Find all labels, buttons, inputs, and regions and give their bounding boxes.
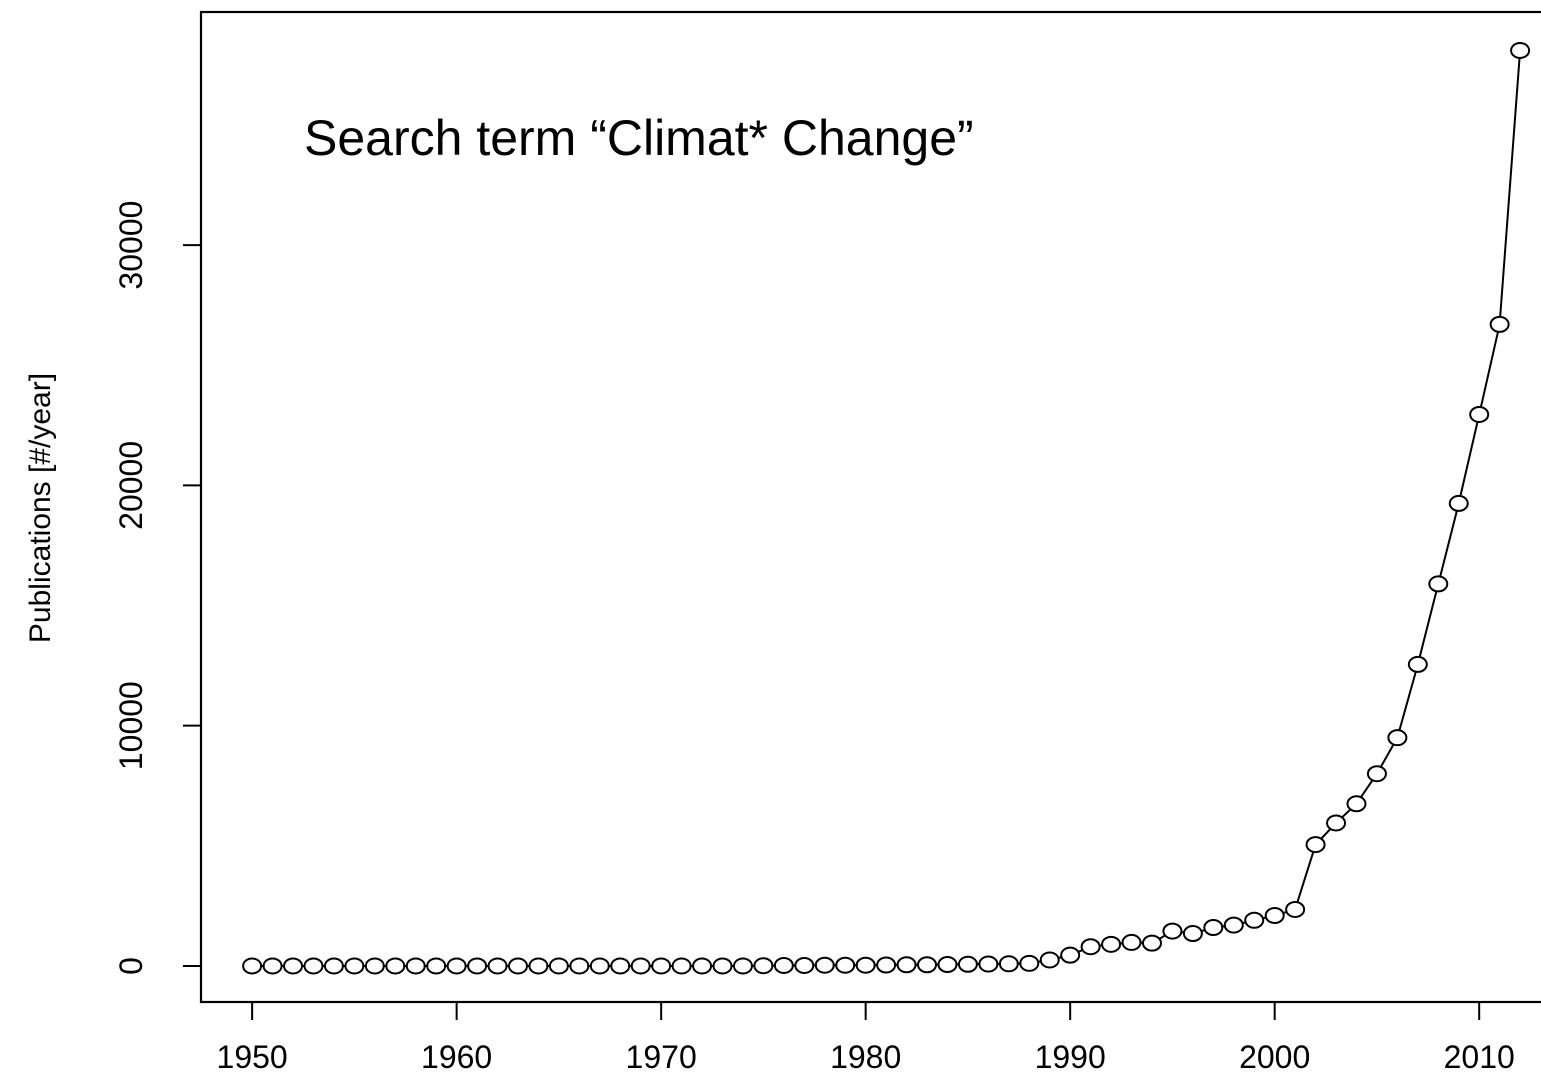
data-point bbox=[467, 957, 488, 975]
series-line bbox=[260, 58, 1521, 967]
data-point bbox=[1223, 916, 1244, 934]
data-point bbox=[1019, 954, 1040, 972]
data-point bbox=[548, 957, 569, 975]
y-tick-label: 30000 bbox=[113, 201, 149, 290]
data-point bbox=[794, 956, 815, 974]
x-tick-label: 1950 bbox=[217, 1039, 288, 1075]
y-tick-label: 10000 bbox=[113, 681, 149, 770]
data-point bbox=[896, 956, 917, 974]
data-point bbox=[242, 957, 263, 975]
x-axis: 1950 1960 1970 1980 1990 2000 2010 bbox=[217, 1002, 1515, 1075]
y-tick-label: 0 bbox=[113, 957, 149, 975]
x-tick-label: 1980 bbox=[830, 1039, 901, 1075]
data-point bbox=[671, 957, 692, 975]
data-point bbox=[528, 957, 549, 975]
data-point bbox=[1080, 938, 1101, 956]
data-point bbox=[1039, 951, 1060, 969]
data-point bbox=[487, 957, 508, 975]
data-point bbox=[1469, 405, 1490, 423]
data-point bbox=[507, 957, 528, 975]
chart-annotation: Search term “Climat* Change” bbox=[304, 110, 974, 166]
y-axis: 0 10000 20000 30000 bbox=[113, 201, 201, 975]
data-point bbox=[1285, 900, 1306, 918]
data-point bbox=[446, 957, 467, 975]
data-point bbox=[589, 957, 610, 975]
data-point bbox=[1510, 41, 1531, 59]
data-point bbox=[1387, 729, 1408, 747]
data-point bbox=[1366, 765, 1387, 783]
data-point bbox=[732, 957, 753, 975]
data-point bbox=[978, 955, 999, 973]
plot-frame bbox=[199, 10, 1541, 1004]
data-point bbox=[1060, 946, 1081, 964]
data-point bbox=[835, 956, 856, 974]
x-tick-label: 1970 bbox=[626, 1039, 697, 1075]
data-point bbox=[1141, 934, 1162, 952]
x-tick-label: 1990 bbox=[1035, 1039, 1106, 1075]
data-point bbox=[753, 957, 774, 975]
data-point bbox=[712, 957, 733, 975]
data-point bbox=[957, 955, 978, 973]
data-point bbox=[1121, 933, 1142, 951]
data-point bbox=[344, 957, 365, 975]
data-point bbox=[1244, 911, 1265, 929]
data-point bbox=[1326, 814, 1347, 832]
data-point bbox=[651, 957, 672, 975]
data-point bbox=[283, 957, 304, 975]
data-point bbox=[1305, 836, 1326, 854]
data-point bbox=[610, 957, 631, 975]
data-point bbox=[814, 956, 835, 974]
data-point bbox=[1203, 919, 1224, 937]
x-tick-label: 1960 bbox=[421, 1039, 492, 1075]
data-point bbox=[692, 957, 713, 975]
data-point bbox=[1428, 575, 1449, 593]
data-point bbox=[1407, 655, 1428, 673]
data-point bbox=[1162, 922, 1183, 940]
data-point bbox=[405, 957, 426, 975]
data-point bbox=[262, 957, 283, 975]
data-point bbox=[323, 957, 344, 975]
data-point bbox=[630, 957, 651, 975]
data-point bbox=[569, 957, 590, 975]
data-point bbox=[937, 956, 958, 974]
data-point bbox=[855, 956, 876, 974]
data-point bbox=[303, 957, 324, 975]
y-tick-label: 20000 bbox=[113, 441, 149, 530]
data-point bbox=[1101, 935, 1122, 953]
data-point bbox=[917, 956, 938, 974]
data-point bbox=[1182, 925, 1203, 943]
data-point bbox=[1264, 906, 1285, 924]
data-point bbox=[1346, 795, 1367, 813]
data-point bbox=[1448, 494, 1469, 512]
data-point bbox=[998, 955, 1019, 973]
data-point bbox=[364, 957, 385, 975]
data-point bbox=[426, 957, 447, 975]
data-points bbox=[242, 41, 1531, 975]
data-point bbox=[1489, 315, 1510, 333]
data-point bbox=[876, 956, 897, 974]
x-tick-label: 2010 bbox=[1444, 1039, 1515, 1075]
y-axis-label: Publications [#/year] bbox=[24, 373, 57, 643]
data-point bbox=[385, 957, 406, 975]
data-point bbox=[773, 956, 794, 974]
x-tick-label: 2000 bbox=[1239, 1039, 1310, 1075]
